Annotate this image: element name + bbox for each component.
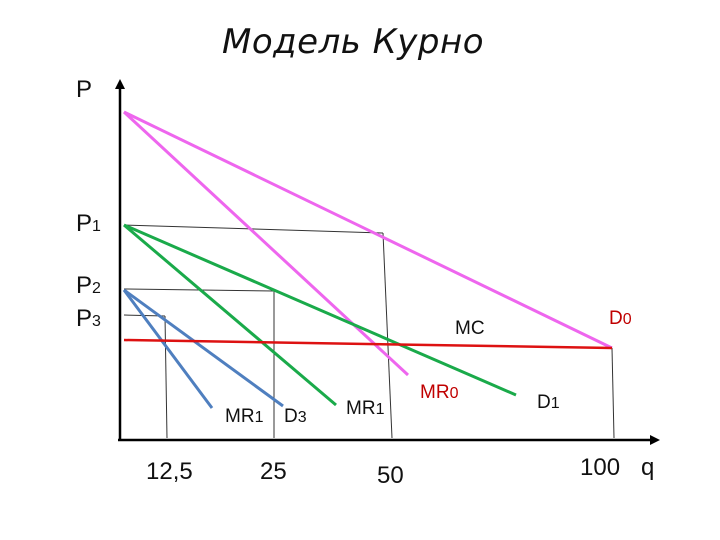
y-axis-label: P: [76, 76, 93, 103]
marginal-revenue-mr1-blue: [122, 289, 214, 409]
x-tick-12-5: 12,5: [146, 458, 193, 485]
marginal-revenue-mr1-green: [123, 223, 337, 407]
marginal-cost-line: [123, 338, 613, 350]
mc-label: MC: [455, 318, 485, 339]
diagram-title: Модель Курно: [222, 22, 485, 62]
demand-curve-d1: [123, 223, 517, 397]
mr0-label: MR0: [420, 382, 459, 403]
p2-label: P2: [76, 272, 101, 299]
guide-q100-vertical: [611, 347, 615, 439]
x-tick-25: 25: [260, 458, 287, 485]
x-tick-50: 50: [377, 462, 404, 489]
x-axis-label: q: [641, 454, 655, 481]
p3-label: P3: [76, 305, 101, 332]
demand-curve-d3: [123, 288, 284, 408]
demand-curve-d0: [123, 110, 613, 350]
d1-label: D1: [537, 392, 560, 413]
d0-label: D0: [609, 308, 632, 329]
p1-label: P1: [76, 210, 101, 237]
guide-p1-horizontal: [123, 224, 384, 234]
mr1-blue-label: MR1: [225, 406, 264, 427]
mr1-green-label: MR1: [346, 398, 385, 419]
d3-label: D3: [284, 406, 307, 427]
guide-q50-vertical: [382, 232, 393, 439]
x-tick-100: 100: [580, 454, 621, 481]
marginal-revenue-mr0: [122, 110, 410, 377]
guide-q12-vertical: [164, 315, 168, 439]
